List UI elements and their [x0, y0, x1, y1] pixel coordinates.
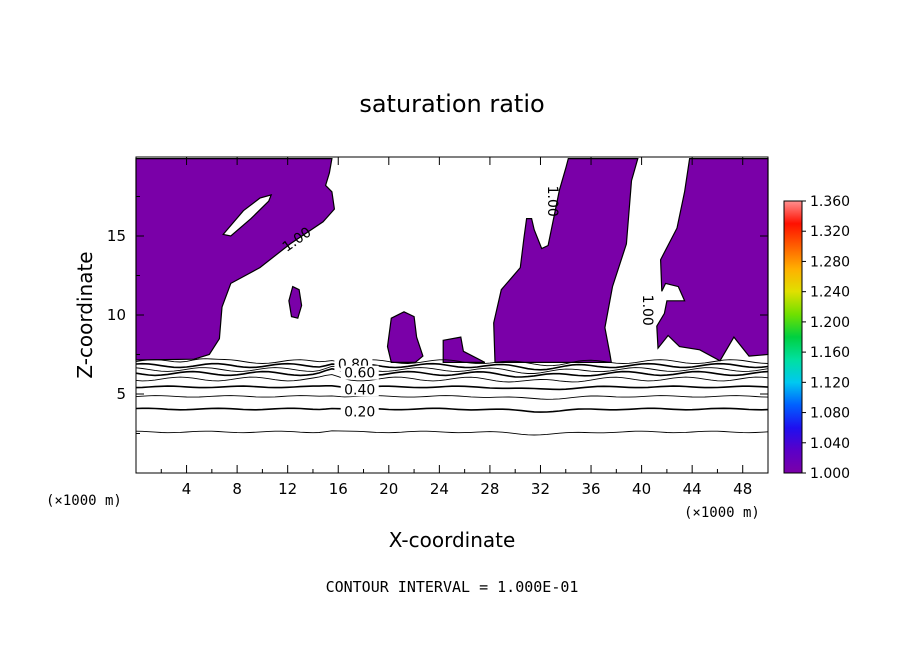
colorbar-label-1.280: 1.280 [810, 254, 850, 270]
colorbar-gradient [784, 201, 802, 473]
x-tick-label-20: 20 [379, 480, 398, 498]
x-tick-label-40: 40 [632, 480, 651, 498]
y-axis-label: Z-coordinate [73, 251, 97, 378]
contour-line-0.5 [135, 374, 769, 383]
y-axis-ticks: 5 10 15 [107, 196, 768, 434]
colorbar-label-1.200: 1.200 [810, 315, 850, 331]
contour-line-0.7 [135, 365, 769, 374]
contour-label-bg-2 [340, 365, 379, 380]
contour-line-0.1 [135, 430, 769, 436]
contour-line-0.6 [135, 367, 769, 378]
contour-lines [135, 358, 769, 436]
y-tick-label-5: 5 [116, 385, 126, 403]
supersaturated-region-4 [442, 336, 486, 363]
x-axis-ticks: 4 8 12 16 20 24 28 32 36 40 44 48 [160, 157, 769, 498]
contour-label-3: 0.40 [344, 382, 375, 398]
contour-line-0.3 [135, 395, 769, 400]
x-tick-label-48: 48 [733, 480, 752, 498]
contour-line-0.9 [135, 358, 769, 367]
contour-line-0.2 [135, 407, 769, 413]
colorbar-frame [783, 200, 803, 474]
x-tick-label-28: 28 [480, 480, 499, 498]
colorbar-label-1.160: 1.160 [810, 345, 850, 361]
colorbar-fill [784, 201, 802, 473]
contour-line-0.8 [135, 362, 769, 371]
contour-label-bg-4 [340, 404, 379, 419]
contour-labels: 0.800.600.400.201.001.001.00 [280, 186, 655, 421]
contour-interval-note: CONTOUR INTERVAL = 1.000E-01 [326, 578, 579, 596]
x-axis-unit-left: (×1000 m) [46, 493, 122, 509]
contour-label-4: 0.20 [344, 404, 375, 420]
subsaturated-hole-1 [222, 193, 273, 237]
plot-area: 0.800.600.400.201.001.001.00 4 8 12 16 20 24 2… [107, 156, 769, 498]
supersaturated-region-2 [288, 285, 303, 319]
x-axis-unit-right: (×1000 m) [684, 505, 760, 521]
x-axis-label: X-coordinate [389, 528, 516, 552]
supersaturation-fills [135, 158, 769, 363]
colorbar-label-1.120: 1.120 [810, 375, 850, 391]
contour-label-bg-3 [340, 382, 379, 397]
colorbar: 1.360 1.320 1.280 1.240 1.200 1.160 1.120 1.080… [783, 194, 850, 482]
supersaturated-region-6 [656, 158, 769, 362]
x-tick-label-32: 32 [531, 480, 550, 498]
x-tick-label-12: 12 [278, 480, 297, 498]
y-tick-label-10: 10 [107, 306, 126, 324]
colorbar-label-1.080: 1.080 [810, 406, 850, 422]
colorbar-label-1.320: 1.320 [810, 224, 850, 240]
colorbar-label-1.000: 1.000 [810, 466, 850, 482]
contour-line-0.4 [135, 385, 769, 391]
x-tick-label-44: 44 [683, 480, 702, 498]
colorbar-label-1.040: 1.040 [810, 436, 850, 452]
contour-label-7: 1.00 [639, 295, 655, 326]
y-tick-label-15: 15 [107, 227, 126, 245]
supersaturated-region-5 [493, 158, 639, 363]
supersaturated-region-3 [386, 311, 424, 363]
supersaturated-region-1 [135, 158, 336, 361]
x-tick-label-36: 36 [581, 480, 600, 498]
colorbar-label-1.240: 1.240 [810, 285, 850, 301]
colorbar-ticks: 1.360 1.320 1.280 1.240 1.200 1.160 1.120 1.080… [802, 194, 850, 482]
x-tick-label-8: 8 [232, 480, 242, 498]
x-tick-label-4: 4 [182, 480, 192, 498]
x-tick-label-16: 16 [329, 480, 348, 498]
contour-label-2: 0.60 [344, 366, 375, 382]
contour-label-6: 1.00 [544, 186, 560, 217]
chart-title: saturation ratio [359, 90, 544, 118]
x-tick-label-24: 24 [430, 480, 449, 498]
colorbar-label-1.360: 1.360 [810, 194, 850, 210]
